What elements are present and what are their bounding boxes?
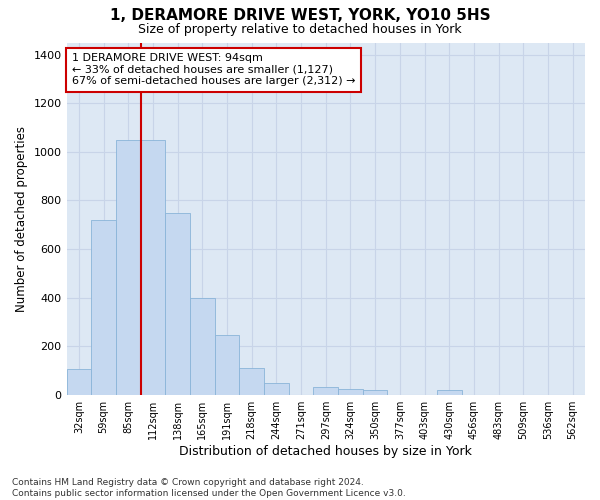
Bar (140, 140, 165, 394)
Bar (363, 390, 388, 394)
Y-axis label: Number of detached properties: Number of detached properties (15, 126, 28, 312)
Bar (190, 298, 215, 394)
Bar (338, 388, 363, 394)
Bar (116, 140, 140, 394)
Text: Contains HM Land Registry data © Crown copyright and database right 2024.
Contai: Contains HM Land Registry data © Crown c… (12, 478, 406, 498)
Bar (165, 212, 190, 394)
Bar (91, 220, 116, 394)
Bar (313, 388, 338, 394)
Bar (264, 383, 289, 394)
Bar (239, 368, 264, 394)
Text: Size of property relative to detached houses in York: Size of property relative to detached ho… (138, 22, 462, 36)
Bar (215, 335, 239, 394)
Text: 1 DERAMORE DRIVE WEST: 94sqm
← 33% of detached houses are smaller (1,127)
67% of: 1 DERAMORE DRIVE WEST: 94sqm ← 33% of de… (72, 53, 355, 86)
Bar (67, 369, 91, 394)
Text: 1, DERAMORE DRIVE WEST, YORK, YO10 5HS: 1, DERAMORE DRIVE WEST, YORK, YO10 5HS (110, 8, 490, 22)
Bar (437, 390, 461, 394)
X-axis label: Distribution of detached houses by size in York: Distribution of detached houses by size … (179, 444, 472, 458)
